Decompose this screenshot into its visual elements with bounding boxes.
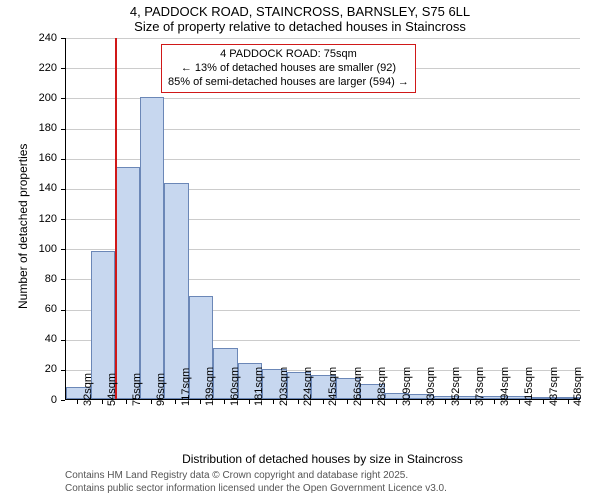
x-tick-mark <box>347 400 348 404</box>
x-tick-mark <box>77 400 78 404</box>
y-tick-label: 160 <box>0 152 57 164</box>
x-tick-label: 181sqm <box>253 367 265 406</box>
x-tick-label: 458sqm <box>572 367 584 406</box>
histogram-bar <box>140 97 165 399</box>
x-tick-mark <box>543 400 544 404</box>
x-tick-mark <box>323 400 324 404</box>
x-tick-label: 266sqm <box>352 367 364 406</box>
y-tick-mark <box>61 68 65 69</box>
y-tick-label: 100 <box>0 243 57 255</box>
x-tick-mark <box>126 400 127 404</box>
x-tick-mark <box>372 400 373 404</box>
x-tick-mark <box>470 400 471 404</box>
histogram-bar <box>164 183 189 399</box>
x-tick-label: 309sqm <box>401 367 413 406</box>
y-tick-label: 20 <box>0 363 57 375</box>
x-tick-mark <box>298 400 299 404</box>
x-tick-label: 330sqm <box>425 367 437 406</box>
x-tick-label: 96sqm <box>155 373 167 406</box>
y-tick-label: 0 <box>0 394 57 406</box>
x-tick-mark <box>175 400 176 404</box>
y-tick-label: 180 <box>0 122 57 134</box>
annotation-line-1: 4 PADDOCK ROAD: 75sqm <box>168 48 409 62</box>
annotation-line-2: ← 13% of detached houses are smaller (92… <box>168 62 409 76</box>
y-tick-label: 80 <box>0 273 57 285</box>
x-axis-label: Distribution of detached houses by size … <box>65 452 580 466</box>
x-tick-label: 373sqm <box>474 367 486 406</box>
y-tick-label: 60 <box>0 303 57 315</box>
x-tick-mark <box>102 400 103 404</box>
x-tick-mark <box>249 400 250 404</box>
y-tick-mark <box>61 189 65 190</box>
footer-line-2: Contains public sector information licen… <box>65 483 580 496</box>
reference-line <box>115 38 117 399</box>
y-tick-label: 40 <box>0 333 57 345</box>
x-tick-label: 117sqm <box>180 368 192 406</box>
x-tick-label: 160sqm <box>229 367 241 406</box>
x-tick-label: 32sqm <box>82 373 94 406</box>
x-tick-label: 75sqm <box>131 373 143 406</box>
y-tick-label: 220 <box>0 62 57 74</box>
x-tick-label: 224sqm <box>302 367 314 406</box>
y-tick-mark <box>61 279 65 280</box>
x-tick-label: 352sqm <box>450 367 462 406</box>
y-tick-mark <box>61 249 65 250</box>
x-tick-mark <box>273 400 274 404</box>
x-tick-mark <box>445 400 446 404</box>
histogram-bar <box>115 167 140 399</box>
x-tick-label: 437sqm <box>548 367 560 406</box>
x-tick-mark <box>568 400 569 404</box>
x-tick-label: 288sqm <box>376 367 388 406</box>
chart-footer: Contains HM Land Registry data © Crown c… <box>65 470 580 495</box>
plot-wrapper: 4 PADDOCK ROAD: 75sqm ← 13% of detached … <box>65 38 580 400</box>
y-tick-mark <box>61 310 65 311</box>
y-tick-label: 120 <box>0 213 57 225</box>
y-tick-mark <box>61 159 65 160</box>
y-tick-label: 140 <box>0 182 57 194</box>
y-tick-label: 200 <box>0 92 57 104</box>
x-tick-mark <box>421 400 422 404</box>
x-tick-mark <box>494 400 495 404</box>
x-tick-mark <box>151 400 152 404</box>
y-tick-label: 240 <box>0 32 57 44</box>
annotation-box: 4 PADDOCK ROAD: 75sqm ← 13% of detached … <box>161 44 416 93</box>
x-tick-label: 415sqm <box>523 367 535 406</box>
x-tick-label: 245sqm <box>327 367 339 406</box>
x-tick-mark <box>200 400 201 404</box>
y-tick-mark <box>61 340 65 341</box>
y-tick-mark <box>61 38 65 39</box>
x-tick-label: 54sqm <box>106 373 118 406</box>
x-tick-label: 394sqm <box>499 367 511 406</box>
x-tick-label: 139sqm <box>204 367 216 406</box>
title-line-2: Size of property relative to detached ho… <box>0 19 600 34</box>
x-tick-mark <box>519 400 520 404</box>
gridline-h <box>66 38 580 39</box>
chart-title: 4, PADDOCK ROAD, STAINCROSS, BARNSLEY, S… <box>0 0 600 34</box>
footer-line-1: Contains HM Land Registry data © Crown c… <box>65 470 580 483</box>
chart-root: { "layout": { "canvas_w": 600, "canvas_h… <box>0 0 600 500</box>
annotation-line-3: 85% of semi-detached houses are larger (… <box>168 76 409 90</box>
x-tick-mark <box>224 400 225 404</box>
x-tick-mark <box>396 400 397 404</box>
x-tick-label: 203sqm <box>278 367 290 406</box>
y-tick-mark <box>61 129 65 130</box>
y-tick-mark <box>61 370 65 371</box>
y-tick-mark <box>61 98 65 99</box>
title-line-1: 4, PADDOCK ROAD, STAINCROSS, BARNSLEY, S… <box>0 4 600 19</box>
y-tick-mark <box>61 400 65 401</box>
y-tick-mark <box>61 219 65 220</box>
